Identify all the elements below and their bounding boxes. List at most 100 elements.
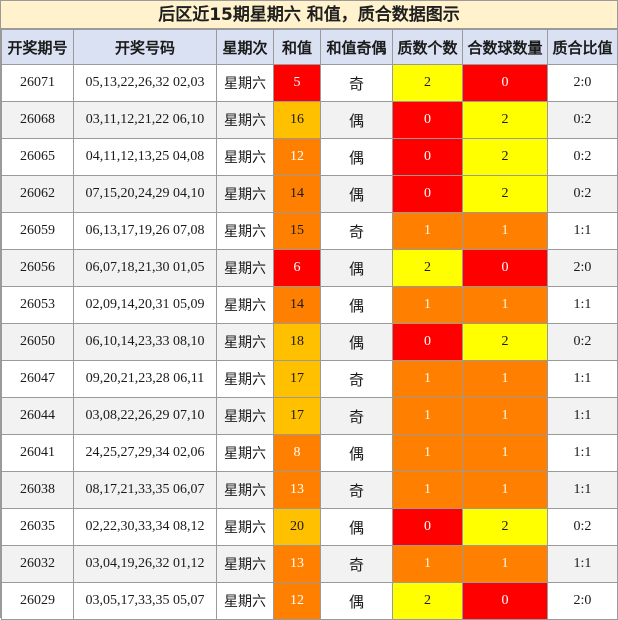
numbers-cell: 03,11,12,21,22 06,10 — [73, 101, 217, 139]
issue-cell: 26032 — [1, 545, 74, 583]
table-body: 26071 05,13,22,26,32 02,03 星期六 5 奇 2 0 2:0 26068… — [1, 64, 618, 620]
odd-even-cell: 奇 — [320, 545, 393, 583]
draw-data-table: 开奖期号 开奖号码 星期次 和值 和值奇偶 质数个数 合数球数量 质合比值 26… — [1, 29, 618, 620]
odd-even-cell: 奇 — [320, 64, 393, 102]
ratio-cell: 1:1 — [547, 397, 618, 435]
odd-even-cell: 偶 — [320, 286, 393, 324]
composite-count-cell: 1 — [462, 471, 548, 509]
sum-cell: 12 — [273, 582, 321, 620]
odd-even-cell: 奇 — [320, 397, 393, 435]
ratio-cell: 0:2 — [547, 175, 618, 213]
table-row: 26071 05,13,22,26,32 02,03 星期六 5 奇 2 0 2:0 — [1, 64, 618, 102]
prime-count-cell: 0 — [392, 508, 463, 546]
prime-count-cell: 2 — [392, 64, 463, 102]
table-row: 26035 02,22,30,33,34 08,12 星期六 20 偶 0 2 0:2 — [1, 508, 618, 546]
composite-count-cell: 1 — [462, 434, 548, 472]
weekday-cell: 星期六 — [216, 471, 274, 509]
numbers-cell: 06,13,17,19,26 07,08 — [73, 212, 217, 250]
odd-even-cell: 偶 — [320, 323, 393, 361]
issue-cell: 26056 — [1, 249, 74, 287]
sum-cell: 13 — [273, 471, 321, 509]
composite-count-cell: 0 — [462, 64, 548, 102]
numbers-cell: 03,04,19,26,32 01,12 — [73, 545, 217, 583]
composite-count-cell: 1 — [462, 286, 548, 324]
ratio-cell: 1:1 — [547, 212, 618, 250]
weekday-cell: 星期六 — [216, 397, 274, 435]
odd-even-cell: 偶 — [320, 101, 393, 139]
odd-even-cell: 奇 — [320, 212, 393, 250]
weekday-cell: 星期六 — [216, 434, 274, 472]
header-prime-composite-ratio: 质合比值 — [547, 29, 618, 65]
sum-cell: 6 — [273, 249, 321, 287]
issue-cell: 26044 — [1, 397, 74, 435]
issue-cell: 26035 — [1, 508, 74, 546]
weekday-cell: 星期六 — [216, 323, 274, 361]
odd-even-cell: 奇 — [320, 360, 393, 398]
composite-count-cell: 2 — [462, 323, 548, 361]
table-row: 26029 03,05,17,33,35 05,07 星期六 12 偶 2 0 2:0 — [1, 582, 618, 620]
issue-cell: 26071 — [1, 64, 74, 102]
prime-count-cell: 1 — [392, 360, 463, 398]
issue-cell: 26059 — [1, 212, 74, 250]
sum-cell: 5 — [273, 64, 321, 102]
prime-count-cell: 1 — [392, 434, 463, 472]
numbers-cell: 04,11,12,13,25 04,08 — [73, 138, 217, 176]
prime-count-cell: 1 — [392, 212, 463, 250]
prime-count-cell: 1 — [392, 397, 463, 435]
numbers-cell: 06,07,18,21,30 01,05 — [73, 249, 217, 287]
weekday-cell: 星期六 — [216, 582, 274, 620]
prime-count-cell: 1 — [392, 471, 463, 509]
ratio-cell: 0:2 — [547, 138, 618, 176]
issue-cell: 26029 — [1, 582, 74, 620]
header-sum: 和值 — [273, 29, 321, 65]
numbers-cell: 24,25,27,29,34 02,06 — [73, 434, 217, 472]
weekday-cell: 星期六 — [216, 64, 274, 102]
prime-count-cell: 0 — [392, 323, 463, 361]
table-row: 26032 03,04,19,26,32 01,12 星期六 13 奇 1 1 1:1 — [1, 545, 618, 583]
composite-count-cell: 2 — [462, 138, 548, 176]
header-prime-count: 质数个数 — [392, 29, 463, 65]
header-row: 开奖期号 开奖号码 星期次 和值 和值奇偶 质数个数 合数球数量 质合比值 — [1, 29, 618, 65]
prime-count-cell: 0 — [392, 175, 463, 213]
composite-count-cell: 1 — [462, 397, 548, 435]
weekday-cell: 星期六 — [216, 138, 274, 176]
page-title: 后区近15期星期六 和值，质合数据图示 — [1, 1, 617, 29]
issue-cell: 26065 — [1, 138, 74, 176]
composite-count-cell: 1 — [462, 360, 548, 398]
numbers-cell: 09,20,21,23,28 06,11 — [73, 360, 217, 398]
prime-count-cell: 0 — [392, 101, 463, 139]
issue-cell: 26053 — [1, 286, 74, 324]
weekday-cell: 星期六 — [216, 286, 274, 324]
composite-count-cell: 2 — [462, 101, 548, 139]
sum-cell: 16 — [273, 101, 321, 139]
ratio-cell: 0:2 — [547, 323, 618, 361]
odd-even-cell: 偶 — [320, 508, 393, 546]
odd-even-cell: 偶 — [320, 138, 393, 176]
ratio-cell: 0:2 — [547, 101, 618, 139]
ratio-cell: 2:0 — [547, 582, 618, 620]
prime-count-cell: 2 — [392, 582, 463, 620]
sum-cell: 15 — [273, 212, 321, 250]
table-row: 26047 09,20,21,23,28 06,11 星期六 17 奇 1 1 1:1 — [1, 360, 618, 398]
table-row: 26056 06,07,18,21,30 01,05 星期六 6 偶 2 0 2:0 — [1, 249, 618, 287]
ratio-cell: 0:2 — [547, 508, 618, 546]
issue-cell: 26041 — [1, 434, 74, 472]
weekday-cell: 星期六 — [216, 175, 274, 213]
table-row: 26044 03,08,22,26,29 07,10 星期六 17 奇 1 1 1:1 — [1, 397, 618, 435]
prime-count-cell: 1 — [392, 545, 463, 583]
sum-cell: 14 — [273, 286, 321, 324]
composite-count-cell: 0 — [462, 249, 548, 287]
issue-cell: 26047 — [1, 360, 74, 398]
table-row: 26038 08,17,21,33,35 06,07 星期六 13 奇 1 1 1:1 — [1, 471, 618, 509]
ratio-cell: 1:1 — [547, 286, 618, 324]
header-issue: 开奖期号 — [1, 29, 74, 65]
header-sum-odd-even: 和值奇偶 — [320, 29, 393, 65]
issue-cell: 26062 — [1, 175, 74, 213]
table-row: 26065 04,11,12,13,25 04,08 星期六 12 偶 0 2 0:2 — [1, 138, 618, 176]
table-row: 26050 06,10,14,23,33 08,10 星期六 18 偶 0 2 0:2 — [1, 323, 618, 361]
numbers-cell: 05,13,22,26,32 02,03 — [73, 64, 217, 102]
issue-cell: 26068 — [1, 101, 74, 139]
table-row: 26041 24,25,27,29,34 02,06 星期六 8 偶 1 1 1:1 — [1, 434, 618, 472]
numbers-cell: 02,22,30,33,34 08,12 — [73, 508, 217, 546]
prime-count-cell: 1 — [392, 286, 463, 324]
